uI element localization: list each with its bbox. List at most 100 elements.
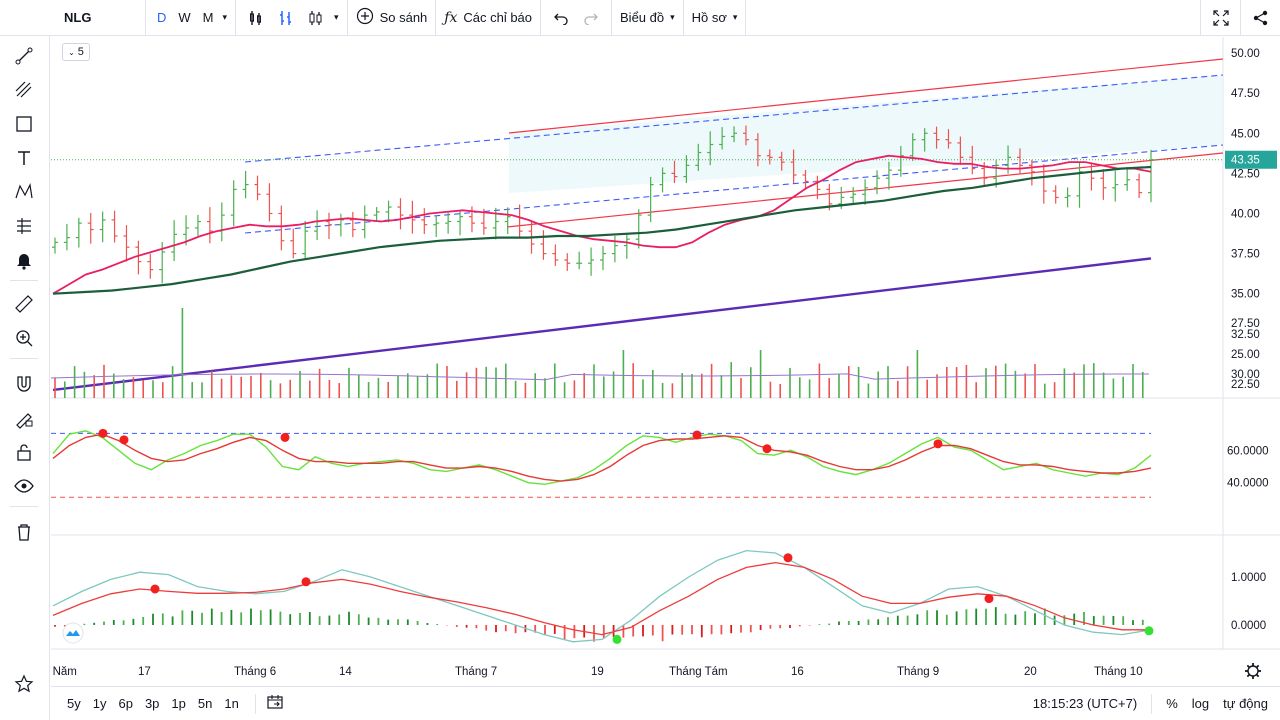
osc-signal-dot — [98, 428, 108, 438]
gear-tooth — [1246, 664, 1251, 669]
ohlc-bar — [111, 210, 118, 243]
candle-style-icon[interactable] — [304, 4, 328, 32]
time-axis-label: 16 — [791, 666, 804, 678]
ohlc-bar — [254, 175, 261, 201]
ohlc-style-icon[interactable] — [274, 4, 298, 32]
range-5n[interactable]: 5n — [197, 696, 213, 711]
alert-bell-icon[interactable] — [10, 246, 38, 274]
unlock-icon[interactable] — [10, 438, 38, 466]
chevron-down-icon[interactable]: ▾ — [222, 12, 228, 22]
ohlc-bar — [123, 225, 130, 262]
macd-signal-dot — [1144, 626, 1154, 636]
settings-gear-icon[interactable] — [1245, 663, 1261, 679]
drawing-toolbar — [0, 0, 50, 720]
macd-line — [52, 549, 1152, 643]
ohlc-bar — [909, 133, 916, 161]
auto-scale-toggle[interactable]: tự động — [1223, 696, 1268, 711]
ohlc-bar — [266, 183, 273, 222]
pattern-icon[interactable] — [10, 178, 38, 206]
log-scale-toggle[interactable]: log — [1191, 696, 1210, 711]
ohlc-bar — [147, 253, 154, 279]
ohlc-bar — [850, 187, 857, 205]
ohlc-bar — [611, 235, 618, 263]
ohlc-bar — [457, 209, 464, 236]
ohlc-bar — [52, 237, 58, 254]
favorite-star-icon[interactable] — [10, 670, 38, 698]
ohlc-bar — [302, 220, 309, 260]
price-chart[interactable]: 50.00 47.50 45.00 42.50 40.00 37.50 35.00 32.50… — [51, 37, 1280, 686]
ruler-icon[interactable] — [10, 290, 38, 318]
calendar-goto-icon[interactable] — [266, 693, 284, 714]
chart-menu[interactable]: Biểu đồ ▾ — [612, 0, 684, 36]
clock-readout[interactable]: 18:15:23 (UTC+7) — [1032, 696, 1138, 711]
chart-style-group: ▾ — [236, 0, 348, 36]
ohlc-bar — [337, 213, 344, 237]
percent-scale-toggle[interactable]: % — [1166, 696, 1178, 711]
symbol-search[interactable]: NLG — [0, 0, 146, 36]
ohlc-bar — [897, 146, 904, 177]
profile-menu[interactable]: Hồ sơ ▾ — [684, 0, 747, 36]
range-5y[interactable]: 5y — [67, 696, 81, 711]
ohlc-bar — [754, 133, 761, 167]
ohlc-bar — [862, 179, 869, 205]
dashed-upper-line — [244, 74, 1224, 163]
ohlc-bar — [623, 232, 630, 259]
macd-axis-label: 1.0000 — [1231, 572, 1266, 584]
gear-tooth — [1255, 664, 1260, 669]
logo-mark — [66, 630, 80, 636]
function-icon: ƒx — [444, 9, 458, 26]
ohlc-bar — [1124, 167, 1131, 191]
trend-line-icon[interactable] — [10, 42, 38, 70]
share-button[interactable] — [1240, 0, 1280, 36]
ohlc-bar — [1016, 148, 1023, 175]
ohlc-bar — [421, 208, 428, 235]
eye-icon[interactable] — [10, 472, 38, 500]
undo-icon[interactable] — [549, 4, 573, 32]
ohlc-bar — [576, 251, 583, 270]
time-axis-label: Tháng 7 — [455, 666, 497, 678]
ohlc-bar — [349, 211, 356, 238]
range-6p[interactable]: 6p — [118, 696, 133, 711]
interval-week[interactable]: W — [178, 10, 191, 25]
channel-fill — [509, 75, 1223, 193]
time-axis-label: 17 — [138, 666, 151, 678]
zoom-icon[interactable] — [10, 324, 38, 352]
trash-icon[interactable] — [10, 518, 38, 546]
redo-icon[interactable] — [579, 4, 603, 32]
ohlc-bar — [99, 211, 106, 243]
interval-group: D W M ▾ — [146, 0, 237, 36]
chevron-down-icon[interactable]: ▾ — [334, 12, 339, 22]
top-toolbar: NLG D W M ▾ ▾ So sánh ƒx — [0, 0, 1280, 36]
forecast-icon[interactable] — [10, 212, 38, 240]
time-axis-label: Tháng Tám — [669, 666, 728, 678]
ohlc-bar — [504, 207, 511, 234]
ohlc-bar — [552, 244, 559, 266]
collapse-legend-badge[interactable]: ⌄ 5 — [62, 43, 90, 61]
range-3p[interactable]: 3p — [144, 696, 160, 711]
ohlc-bar — [707, 131, 714, 166]
gear-ring — [1247, 665, 1259, 677]
range-1n[interactable]: 1n — [224, 696, 239, 711]
ohlc-bar — [1100, 169, 1107, 200]
ohlc-bar — [1088, 163, 1095, 191]
interval-month[interactable]: M — [202, 10, 214, 25]
text-icon[interactable] — [10, 144, 38, 172]
indicators-button[interactable]: ƒx Các chỉ báo — [436, 0, 542, 36]
ohlc-bar — [206, 207, 213, 244]
rectangle-icon[interactable] — [10, 110, 38, 138]
bar-style-icon[interactable] — [244, 4, 268, 32]
fullscreen-button[interactable] — [1200, 0, 1240, 36]
ohlc-bar — [445, 212, 452, 234]
fib-icon[interactable] — [10, 76, 38, 104]
compare-button[interactable]: So sánh — [348, 0, 437, 36]
magnet-icon[interactable] — [10, 370, 38, 398]
ohlc-bar — [695, 143, 702, 171]
lock-drawing-icon[interactable] — [10, 404, 38, 432]
interval-day[interactable]: D — [157, 10, 167, 25]
ma-slow-line — [52, 165, 1152, 295]
ohlc-bar — [885, 161, 892, 190]
ohlc-bar — [1064, 187, 1071, 208]
range-1y[interactable]: 1y — [92, 696, 107, 711]
osc-signal-dot — [119, 435, 129, 445]
range-1p[interactable]: 1p — [171, 696, 186, 711]
